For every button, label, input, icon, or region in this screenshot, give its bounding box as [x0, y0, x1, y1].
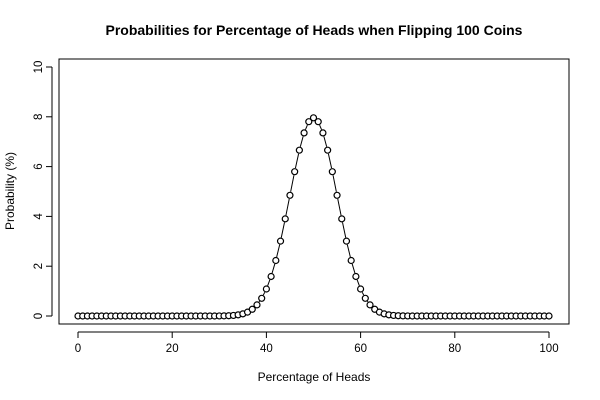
data-point	[338, 215, 346, 223]
data-point	[328, 168, 336, 176]
data-point	[253, 301, 261, 309]
data-point	[291, 168, 299, 176]
series-segment	[262, 291, 266, 296]
x-tick-label: 40	[260, 343, 273, 355]
x-axis-label: Percentage of Heads	[258, 370, 371, 384]
series-segment	[327, 153, 333, 169]
x-axis: 0 20 40 60 80 100	[75, 331, 559, 355]
y-tick-label: 4	[33, 213, 45, 220]
data-point	[258, 294, 266, 302]
series-segment	[319, 124, 322, 130]
data-point	[272, 256, 280, 265]
y-tick-label: 2	[33, 263, 45, 269]
y-tick-label: 6	[33, 163, 45, 169]
series-segment	[337, 198, 342, 216]
data-point	[314, 118, 322, 126]
x-tick-label: 0	[75, 343, 81, 355]
data-point	[366, 301, 374, 309]
x-tick-label: 80	[448, 343, 461, 355]
series-segment	[290, 175, 295, 192]
series-segment	[367, 300, 369, 303]
series-segment	[305, 124, 308, 130]
series-segment	[323, 136, 328, 147]
series-segment	[299, 136, 304, 147]
y-tick-label: 10	[33, 61, 45, 74]
plot-box	[58, 58, 570, 325]
x-tick-label: 60	[354, 343, 367, 355]
data-point	[281, 215, 289, 223]
y-tick-label: 0	[33, 313, 45, 319]
series-line	[258, 124, 369, 303]
y-tick-label: 8	[33, 114, 45, 120]
data-point	[262, 285, 270, 293]
series-segment	[267, 279, 271, 286]
series-segment	[280, 222, 285, 238]
chart-title: Probabilities for Percentage of Heads wh…	[106, 22, 523, 38]
data-point	[319, 129, 327, 137]
data-point	[347, 256, 355, 265]
series-segment	[258, 300, 260, 303]
series-segment	[361, 291, 365, 296]
data-point	[545, 312, 553, 320]
series-segment	[342, 222, 347, 238]
series-segment	[285, 198, 290, 216]
series-segment	[356, 279, 360, 286]
series-segment	[346, 244, 351, 258]
data-point	[324, 146, 332, 154]
series-segment	[276, 244, 281, 258]
data-point	[361, 294, 369, 302]
data-point	[248, 305, 256, 313]
data-point	[333, 191, 341, 199]
data-point	[267, 272, 275, 281]
series-points	[74, 114, 553, 320]
data-point	[300, 129, 308, 137]
series-segment	[332, 175, 337, 192]
data-point	[357, 285, 365, 293]
x-tick-label: 100	[539, 343, 558, 355]
series-segment	[271, 263, 276, 274]
series-segment	[294, 153, 300, 169]
data-point	[352, 272, 360, 281]
data-point	[342, 237, 351, 245]
y-axis: 0 2 4 6 8 10	[33, 61, 53, 319]
data-point	[276, 237, 285, 245]
data-point	[286, 191, 294, 199]
y-axis-label: Probability (%)	[3, 152, 17, 230]
data-point	[295, 146, 303, 154]
data-point	[309, 114, 318, 122]
series-segment	[351, 263, 356, 274]
x-tick-label: 20	[166, 343, 179, 355]
data-point	[305, 118, 313, 126]
